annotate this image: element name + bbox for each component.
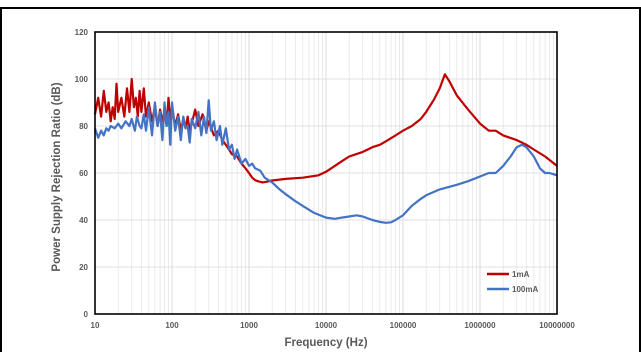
plot-area-border	[94, 31, 558, 315]
series-lines	[93, 73, 558, 224]
legend: 1mA 100mA	[487, 270, 538, 294]
legend-label-100ma: 100mA	[512, 285, 538, 294]
series-line-100ma	[93, 99, 558, 224]
y-tick-label: 0	[84, 310, 89, 319]
x-tick-label: 10	[91, 321, 100, 330]
x-axis-label: Frequency (Hz)	[284, 337, 367, 349]
x-tick-label: 100	[165, 321, 179, 330]
y-tick-labels: 0 20 40 60 80 100 120	[75, 28, 89, 319]
y-tick-label: 20	[79, 263, 88, 272]
x-tick-labels: 10 100 1000 10000 100000 1000000 10000000	[91, 321, 576, 330]
y-tick-label: 80	[79, 122, 88, 131]
y-tick-label: 60	[79, 169, 88, 178]
y-tick-label: 120	[75, 28, 89, 37]
x-tick-label: 1000	[240, 321, 258, 330]
y-axis-label: Power Supply Rejection Ratio (dB)	[51, 82, 63, 271]
x-tick-label: 100000	[390, 321, 417, 330]
x-tick-label: 10000	[315, 321, 338, 330]
y-tick-label: 100	[75, 75, 89, 84]
x-tick-label: 10000000	[539, 321, 575, 330]
x-tick-label: 1000000	[464, 321, 496, 330]
legend-label-1ma: 1mA	[512, 270, 530, 279]
y-tick-label: 40	[79, 216, 88, 225]
